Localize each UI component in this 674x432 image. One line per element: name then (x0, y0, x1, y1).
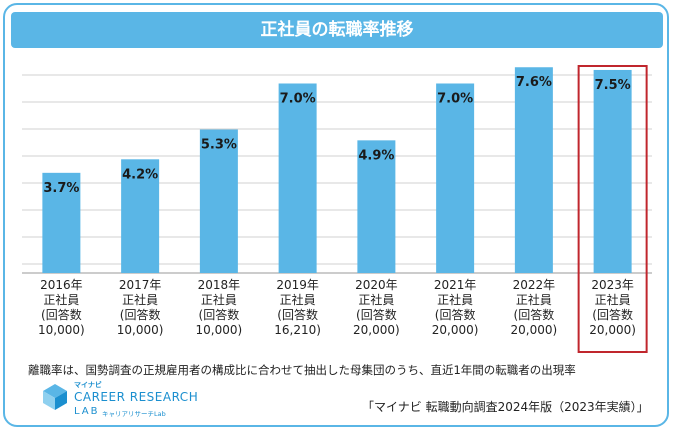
category-label: 2021年 (434, 278, 477, 292)
category-label: (回答数 (592, 307, 633, 322)
career-research-lab-logo: マイナビ CAREER RESEARCH LAB キャリアリサーチLab (40, 378, 240, 422)
logo-brand: マイナビ (74, 381, 102, 389)
category-label: 20,000) (432, 323, 479, 337)
category-label: 正社員 (43, 292, 79, 307)
logo-cube-icon (43, 384, 67, 410)
category-label: 正社員 (437, 292, 473, 307)
data-label: 7.0% (280, 91, 316, 106)
bar-2019年 (278, 83, 317, 274)
logo-title: CAREER RESEARCH (74, 390, 199, 404)
category-label: (回答数 (435, 307, 476, 322)
category-label: 20,000) (589, 323, 636, 337)
category-label: 20,000) (353, 323, 400, 337)
category-label: 10,000) (117, 323, 164, 337)
data-label: 7.6% (516, 75, 552, 90)
footnote: 離職率は、国勢調査の正規雇用者の構成比に合わせて抽出した母集団のうち、直近1年間… (28, 363, 576, 377)
source-note: 「マイナビ 転職動向調査2024年版（2023年実績）」 (362, 400, 649, 414)
category-label: 16,210) (274, 323, 321, 337)
logo-lab: LAB (74, 406, 100, 417)
category-label: (回答数 (277, 307, 318, 322)
data-label: 7.5% (595, 78, 631, 93)
highlight-box (577, 65, 648, 353)
category-label: 2023年 (591, 278, 634, 292)
category-label: 2016年 (40, 278, 83, 292)
chart-frame: 正社員の転職率推移 (3, 3, 669, 427)
category-label: (回答数 (514, 307, 555, 322)
data-label: 5.3% (201, 138, 237, 153)
chart-title: 正社員の転職率推移 (11, 12, 663, 48)
category-label: 2018年 (198, 278, 241, 292)
category-label: 2017年 (119, 278, 162, 292)
category-label: 10,000) (38, 323, 85, 337)
logo-subtitle: キャリアリサーチLab (102, 410, 166, 418)
category-label: (回答数 (41, 307, 82, 322)
category-label: 正社員 (358, 292, 394, 307)
category-label: 20,000) (511, 323, 558, 337)
bar-2018年 (199, 129, 238, 273)
data-label: 4.2% (122, 167, 158, 182)
category-label: 2022年 (513, 278, 556, 292)
category-label: 正社員 (122, 292, 158, 307)
category-label: 2020年 (355, 278, 398, 292)
category-label: (回答数 (356, 307, 397, 322)
data-label: 7.0% (437, 91, 473, 106)
bar-2016年 (42, 172, 81, 273)
category-label: 正社員 (516, 292, 552, 307)
category-label: 10,000) (196, 323, 243, 337)
bar-2023年 (593, 69, 632, 273)
bar-2022年 (514, 67, 553, 274)
data-label: 4.9% (358, 148, 394, 163)
bar-2021年 (436, 83, 475, 274)
category-label: 正社員 (201, 292, 237, 307)
bar-2017年 (121, 159, 160, 273)
bar-2020年 (357, 140, 396, 273)
data-label: 3.7% (43, 181, 79, 196)
category-label: 正社員 (280, 292, 316, 307)
category-label: (回答数 (199, 307, 240, 322)
category-label: (回答数 (120, 307, 161, 322)
category-label: 2019年 (276, 278, 319, 292)
category-label: 正社員 (595, 292, 631, 307)
